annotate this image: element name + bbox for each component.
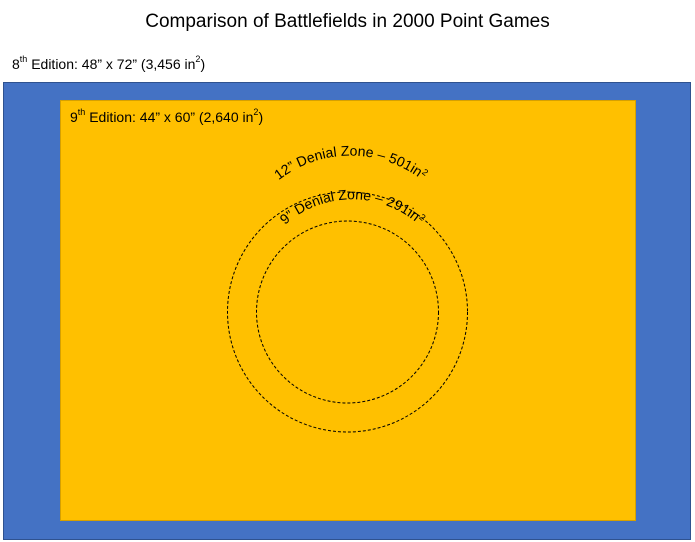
eighth-edition-dimensions: Edition: 48” x 72” (3,456 in	[27, 56, 196, 72]
eighth-edition-close: )	[200, 56, 206, 72]
ninth-edition-ordinal: th	[77, 107, 86, 118]
ninth-edition-label: 9th Edition: 44” x 60” (2,640 in2)	[70, 108, 263, 126]
twelve-inch-denial-zone-label: 12” Denial Zone – 501in2	[271, 143, 430, 183]
eighth-edition-area-exponent: 2	[195, 54, 201, 65]
ninth-edition-number: 9	[70, 109, 78, 125]
nine-inch-denial-zone-circle	[256, 220, 439, 404]
ninth-edition-close: )	[258, 109, 264, 125]
eighth-edition-ordinal: th	[19, 54, 28, 65]
ninth-edition-battlefield	[60, 100, 636, 521]
ninth-edition-area-exponent: 2	[253, 107, 259, 118]
diagram-title: Comparison of Battlefields in 2000 Point…	[145, 11, 550, 32]
twelve-inch-denial-zone-circle	[227, 191, 468, 433]
eighth-edition-number: 8	[12, 56, 20, 72]
eighth-edition-label: 8th Edition: 48” x 72” (3,456 in2)	[12, 55, 205, 73]
ninth-edition-dimensions: Edition: 44” x 60” (2,640 in	[85, 109, 254, 125]
